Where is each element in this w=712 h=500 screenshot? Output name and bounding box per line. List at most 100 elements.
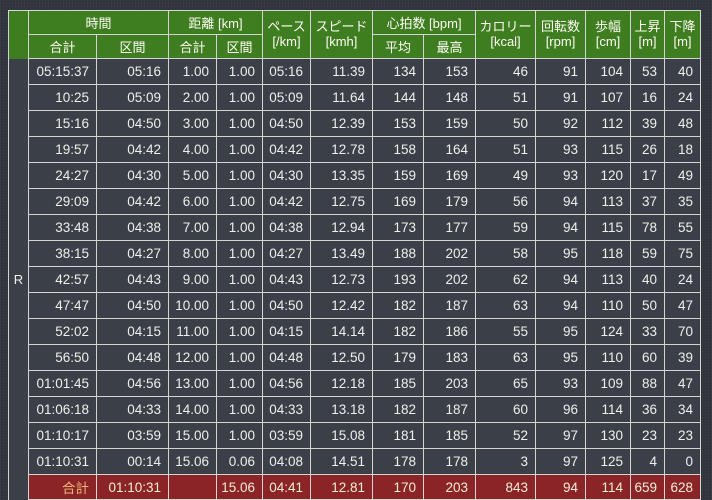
cell-stride: 110	[585, 344, 631, 371]
cell-cal: 59	[475, 214, 536, 241]
cell-pace: 04:38	[262, 214, 311, 241]
total-label: 合計	[28, 474, 97, 500]
header-time-total: 合計	[28, 34, 97, 59]
header-descent-label: 下降	[669, 18, 696, 34]
cell-rpm: 91	[535, 58, 586, 85]
lap-rows: 05:15:37 05:16 1.00 1.00 05:16 11.39 134 153 46 9…	[8, 58, 701, 475]
cell-asc: 4	[630, 448, 665, 475]
cell-desc: 628	[664, 474, 701, 500]
cell-desc: 18	[664, 136, 701, 163]
cell-stride: 115	[585, 136, 631, 163]
cell-cal: 55	[475, 318, 536, 345]
cell-rpm: 95	[535, 344, 586, 371]
cell-asc: 659	[630, 474, 665, 500]
header-hr-avg: 平均	[372, 34, 424, 59]
cell-rpm: 96	[535, 396, 586, 423]
cell-t_split: 04:42	[96, 188, 169, 215]
header-speed: スピード [kmh]	[310, 10, 373, 59]
cell-cal: 62	[475, 266, 536, 293]
cell-d_split: 1.00	[216, 240, 263, 267]
cell-d_total: 4.00	[168, 136, 217, 163]
marker-cell	[8, 474, 29, 500]
cell-d_split: 1.00	[216, 396, 263, 423]
cell-t_split: 04:27	[96, 240, 169, 267]
cell-desc: 70	[664, 318, 701, 345]
cell-stride: 107	[585, 84, 631, 111]
header-time-group: 時間	[28, 10, 169, 35]
marker-cell	[8, 344, 29, 371]
cell-t_split: 04:15	[96, 318, 169, 345]
marker-cell	[8, 58, 29, 85]
cell-asc: 33	[630, 318, 665, 345]
cell-cal: 3	[475, 448, 536, 475]
cell-d_split: 1.00	[216, 318, 263, 345]
total-row: 合計 01:10:31 15.06 04:41 12.81 170 203 84…	[8, 474, 701, 500]
cell-stride: 115	[585, 214, 631, 241]
cell-asc: 36	[630, 396, 665, 423]
cell-cal: 56	[475, 188, 536, 215]
cell-pace: 04:41	[262, 474, 311, 500]
header-descent: 下降 [m]	[664, 10, 701, 59]
cell-stride: 114	[585, 474, 631, 500]
cell-d_total	[168, 474, 217, 500]
header-cadence-label: 回転数	[540, 18, 580, 34]
lap-row: 10:25 05:09 2.00 1.00 05:09 11.64 144 148 51 91 10…	[8, 84, 701, 111]
cell-rpm: 94	[535, 214, 586, 241]
cell-cal: 63	[475, 292, 536, 319]
cell-stride: 125	[585, 448, 631, 475]
cell-t_total: 38:15	[28, 240, 97, 267]
header-time-split: 区間	[96, 34, 169, 59]
cell-cal: 52	[475, 422, 536, 449]
cell-cal: 63	[475, 344, 536, 371]
cell-hr_max: 203	[423, 474, 476, 500]
cell-desc: 0	[664, 448, 701, 475]
cell-desc: 35	[664, 188, 701, 215]
cell-cal: 65	[475, 370, 536, 397]
header-distance-split: 区間	[216, 34, 263, 59]
header-row-groups: 時間 距離 [km] ペース [/km] スピード [kmh] 心拍数 [bpm…	[8, 10, 701, 59]
cell-t_total: 15:16	[28, 110, 97, 137]
cell-hr_avg: 144	[372, 84, 424, 111]
cell-t_split: 03:59	[96, 422, 169, 449]
cell-stride: 120	[585, 162, 631, 189]
cell-t_split: 04:33	[96, 396, 169, 423]
cell-desc: 40	[664, 58, 701, 85]
cell-speed: 12.18	[310, 370, 373, 397]
cell-d_total: 1.00	[168, 58, 217, 85]
cell-speed: 12.94	[310, 214, 373, 241]
cell-hr_avg: 179	[372, 344, 424, 371]
cell-d_split: 1.00	[216, 136, 263, 163]
cell-d_total: 11.00	[168, 318, 217, 345]
lap-row: 52:02 04:15 11.00 1.00 04:15 14.14 182 186 55 95 1…	[8, 318, 701, 345]
header-distance-group: 距離 [km]	[168, 10, 263, 35]
cell-desc: 23	[664, 422, 701, 449]
cell-hr_avg: 182	[372, 318, 424, 345]
cell-hr_max: 187	[423, 292, 476, 319]
cell-cal: 58	[475, 240, 536, 267]
cell-stride: 109	[585, 370, 631, 397]
cell-t_total: 52:02	[28, 318, 97, 345]
header-distance-total: 合計	[168, 34, 217, 59]
cell-speed: 12.78	[310, 136, 373, 163]
table-header: 時間 距離 [km] ペース [/km] スピード [kmh] 心拍数 [bpm…	[8, 10, 701, 59]
cell-t_total: 01:10:31	[28, 448, 97, 475]
cell-cal: 60	[475, 396, 536, 423]
cell-asc: 88	[630, 370, 665, 397]
cell-pace: 04:42	[262, 136, 311, 163]
cell-hr_avg: 188	[372, 240, 424, 267]
cell-pace: 04:30	[262, 162, 311, 189]
cell-rpm: 91	[535, 84, 586, 111]
cell-d_total: 12.00	[168, 344, 217, 371]
lap-row: 33:48 04:38 7.00 1.00 04:38 12.94 173 177 59 94 11…	[8, 214, 701, 241]
cell-asc: 17	[630, 162, 665, 189]
cell-asc: 60	[630, 344, 665, 371]
cell-hr_avg: 182	[372, 396, 424, 423]
cell-pace: 04:48	[262, 344, 311, 371]
cell-desc: 49	[664, 162, 701, 189]
cell-hr_max: 159	[423, 110, 476, 137]
cell-rpm: 95	[535, 318, 586, 345]
cell-d_split: 1.00	[216, 84, 263, 111]
cell-hr_max: 153	[423, 58, 476, 85]
cell-pace: 05:16	[262, 58, 311, 85]
cell-asc: 39	[630, 110, 665, 137]
